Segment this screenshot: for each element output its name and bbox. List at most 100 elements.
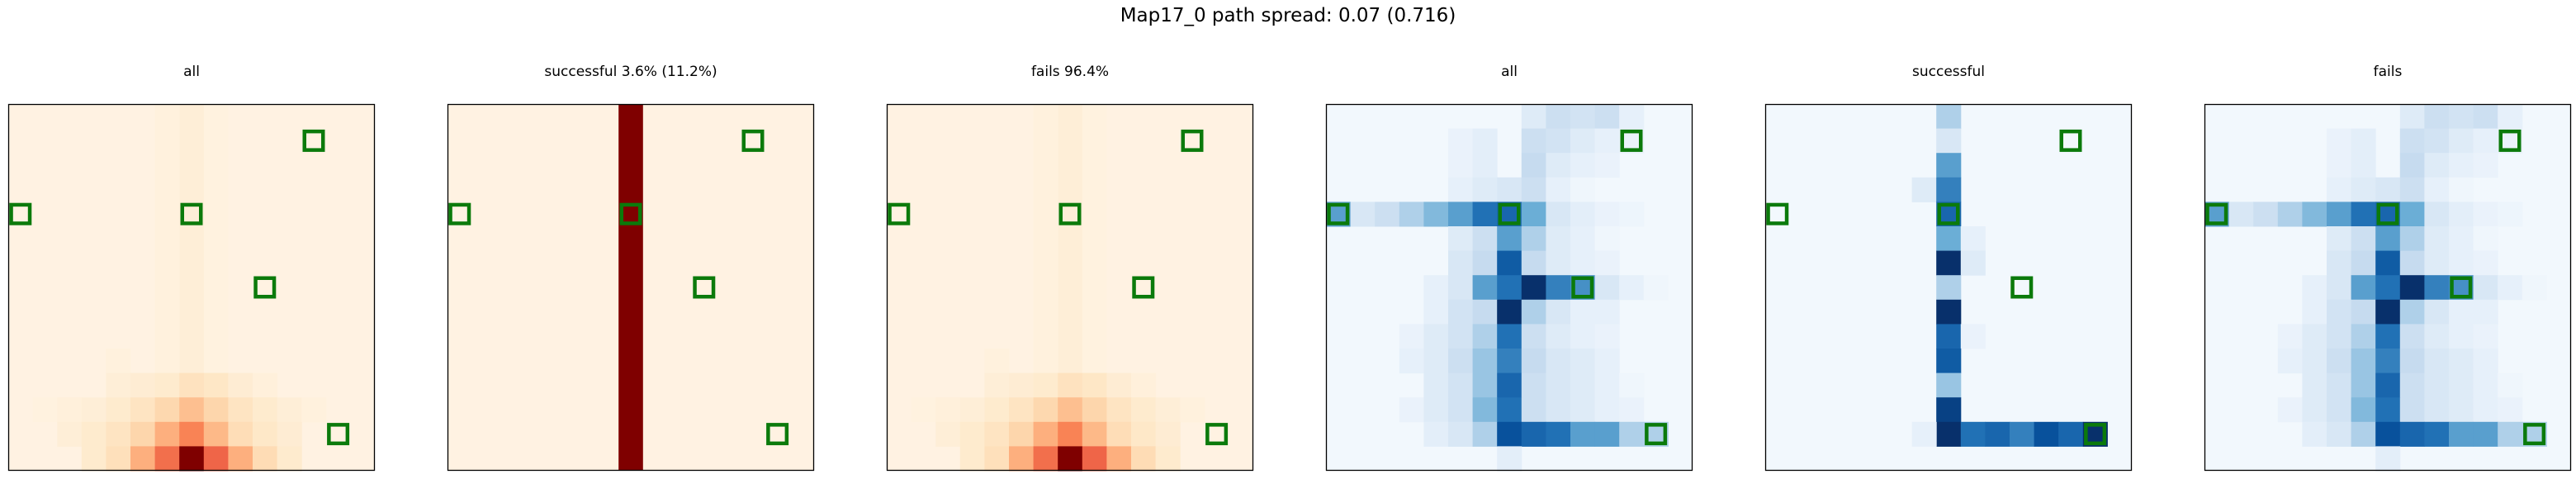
heatmap-cell	[277, 446, 302, 471]
heatmap-cell	[1399, 202, 1424, 226]
heatmap-cell	[2351, 202, 2376, 226]
heatmap-cell	[1497, 397, 1522, 422]
heatmap-cell	[1423, 324, 1448, 349]
heatmap-cell	[1595, 153, 1620, 178]
heatmap-panel	[2204, 104, 2571, 471]
heatmap-cell	[1448, 251, 1473, 276]
heatmap-cell	[2474, 422, 2498, 447]
heatmap-cell	[2327, 397, 2351, 422]
heatmap-cell	[2278, 397, 2303, 422]
heatmap-cell	[1936, 226, 1961, 251]
heatmap-cell	[1546, 349, 1570, 373]
heatmap-cell	[984, 446, 1009, 471]
heatmap-cell	[1546, 104, 1570, 129]
heatmap-cell	[1448, 373, 1473, 398]
heatmap-cell	[1497, 300, 1522, 325]
heatmap-cell	[2474, 202, 2498, 226]
heatmap-cell	[2302, 349, 2327, 373]
heatmap-cell	[1423, 349, 1448, 373]
heatmap-cell	[2375, 422, 2400, 447]
heatmap-cell	[1423, 422, 1448, 447]
heatmap-cell	[1912, 178, 1937, 202]
heatmap-cell	[1448, 300, 1473, 325]
heatmap-cell	[1936, 178, 1961, 202]
heatmap-cell	[2424, 397, 2449, 422]
heatmap-cell	[1570, 349, 1595, 373]
heatmap-cell	[1082, 422, 1107, 447]
heatmap-cell	[33, 397, 58, 422]
heatmap-cell	[984, 397, 1009, 422]
heatmap-panel	[1326, 104, 1693, 471]
heatmap-cell	[82, 422, 107, 447]
heatmap-cell	[2449, 251, 2474, 276]
heatmap-cell	[2449, 349, 2474, 373]
heatmap-cell	[1595, 202, 1620, 226]
heatmap-cell	[1399, 324, 1424, 349]
heatmap-cell	[2327, 422, 2351, 447]
heatmap-cell	[228, 446, 253, 471]
heatmap-cell	[1522, 129, 1546, 154]
heatmap-cell	[1570, 397, 1595, 422]
heatmap-cell	[1912, 422, 1937, 447]
heatmap-cell	[1497, 324, 1522, 349]
heatmap-cell	[1546, 373, 1570, 398]
heatmap-cell	[1522, 397, 1546, 422]
heatmap-cell	[1546, 226, 1570, 251]
heatmap-cell	[1546, 202, 1570, 226]
heatmap-cell	[1473, 324, 1498, 349]
heatmap-cell	[1131, 422, 1156, 447]
heatmap-cell	[1473, 300, 1498, 325]
heatmap-cell	[106, 397, 130, 422]
heatmap-cell	[2351, 422, 2376, 447]
heatmap-cell	[935, 422, 960, 447]
heatmap-cell	[1448, 275, 1473, 300]
heatmap-cell	[2351, 153, 2376, 178]
heatmap-cell	[2400, 275, 2425, 300]
heatmap-cell	[1936, 324, 1961, 349]
heatmap-cell	[1619, 104, 1644, 129]
heatmap-cell	[1473, 153, 1498, 178]
heatmap-cell	[2327, 324, 2351, 349]
heatmap-cell	[1180, 397, 1205, 422]
heatmap-cell	[1619, 422, 1644, 447]
heatmap-cell	[1522, 422, 1546, 447]
heatmap-cell	[1595, 349, 1620, 373]
heatmap-cell	[1473, 178, 1498, 202]
heatmap-cell	[2351, 349, 2376, 373]
panel-title: all	[8, 63, 375, 81]
heatmap-cell	[2375, 324, 2400, 349]
heatmap-cell	[1375, 202, 1399, 226]
heatmap-cell	[1570, 202, 1595, 226]
heatmap-cell	[1058, 373, 1082, 398]
heatmap-cell	[1423, 202, 1448, 226]
heatmap-cell	[2327, 202, 2351, 226]
heatmap-cell	[2302, 422, 2327, 447]
heatmap-cell	[1156, 422, 1181, 447]
heatmap-cell	[2498, 202, 2522, 226]
heatmap-cell	[2424, 226, 2449, 251]
heatmap-cell	[1522, 373, 1546, 398]
heatmap-cell	[2327, 251, 2351, 276]
heatmap-cell	[2351, 397, 2376, 422]
heatmap-cell	[2278, 324, 2303, 349]
heatmap-cell	[2327, 300, 2351, 325]
heatmap-cell	[2302, 397, 2327, 422]
heatmap-cell	[155, 373, 180, 398]
heatmap-cell	[1619, 275, 1644, 300]
heatmap-cell	[1570, 251, 1595, 276]
heatmap-cell	[2058, 422, 2083, 447]
heatmap-cell	[1131, 373, 1156, 398]
heatmap-cell	[1522, 275, 1546, 300]
heatmap-cell	[1034, 422, 1058, 447]
heatmap-cell	[1473, 226, 1498, 251]
heatmap-cell	[2375, 275, 2400, 300]
heatmap-cell	[2278, 202, 2303, 226]
heatmap-cell	[1936, 422, 1961, 447]
heatmap-cell	[1423, 275, 1448, 300]
heatmap-cell	[960, 422, 985, 447]
heatmap-cell	[130, 373, 155, 398]
heatmap-cell	[2522, 275, 2547, 300]
heatmap-cell	[1473, 349, 1498, 373]
heatmap-cell	[1522, 178, 1546, 202]
heatmap-cell	[1936, 129, 1961, 154]
